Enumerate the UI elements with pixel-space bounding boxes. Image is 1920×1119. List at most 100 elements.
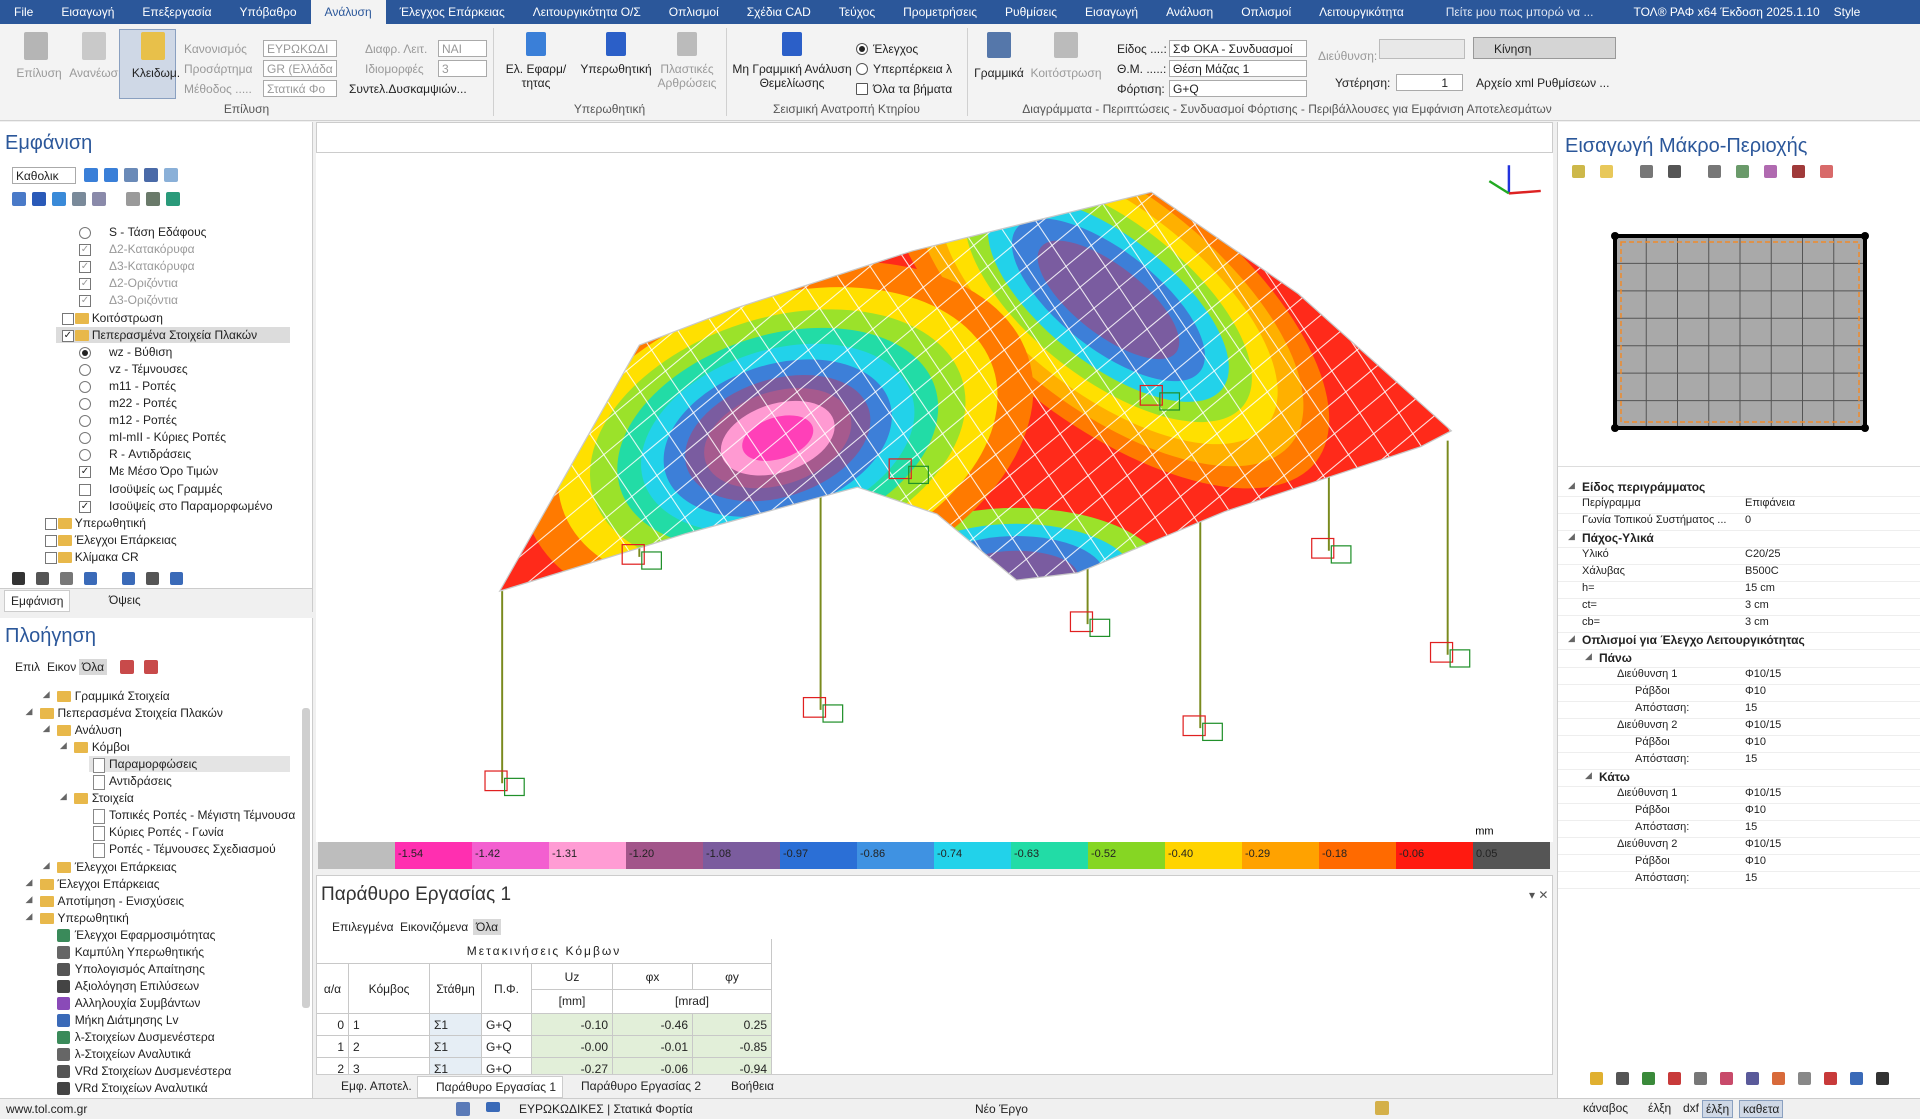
property-value[interactable]: 15 — [1745, 701, 1758, 714]
tree-item[interactable]: Στοιχεία — [91, 791, 134, 806]
property-value[interactable]: 15 cm — [1745, 582, 1775, 595]
option-label[interactable]: Όλα τα βήματα — [873, 82, 953, 96]
menu-item[interactable]: Ανάλυση — [1166, 5, 1214, 19]
checkbox[interactable]: ✓ — [61, 329, 74, 342]
dropdown[interactable]: Θέση Μάζας 1 — [1169, 60, 1307, 77]
tree-item[interactable]: vz - Τέμνουσες — [108, 361, 188, 376]
checkbox[interactable]: ✓ — [78, 466, 91, 479]
dropdown[interactable]: G+Q — [1169, 80, 1307, 97]
tree-item[interactable]: Γραμμικά Στοιχεία — [74, 689, 170, 703]
tree-item[interactable]: Με Μέσο Όρο Τιμών — [108, 464, 219, 479]
style-menu[interactable]: Style — [1833, 5, 1861, 19]
property-value[interactable]: 3 cm — [1745, 599, 1769, 612]
property-value[interactable]: Φ10/15 — [1745, 786, 1782, 799]
tree-item[interactable]: VRd Στοιχείων Δυσμενέστερα — [74, 1064, 232, 1079]
menu-item[interactable]: Ρυθμίσεις — [1005, 5, 1058, 19]
property-value[interactable]: Φ10/15 — [1745, 667, 1782, 680]
panel-tab[interactable]: Εμφάνιση — [4, 590, 71, 612]
tree-item[interactable]: Δ2-Κατακόρυφα — [108, 242, 195, 257]
tree-item[interactable]: R - Αντιδράσεις — [108, 447, 192, 462]
property-value[interactable]: C20/25 — [1745, 548, 1781, 561]
status-toggle[interactable]: dxf — [1683, 1101, 1700, 1115]
checkbox[interactable] — [44, 534, 57, 547]
filter-tab[interactable]: Όλα — [473, 919, 502, 935]
menu-item[interactable]: Σχέδια CAD — [746, 5, 811, 19]
menu-item[interactable]: Οπλισμοί — [668, 5, 719, 19]
menu-item[interactable]: Τεύχος — [838, 5, 876, 19]
tree-item[interactable]: m22 - Ροπές — [108, 396, 177, 410]
stiffness-button[interactable]: Συντελ.Δυσκαμψιών... — [349, 82, 467, 96]
field[interactable]: 3 — [438, 60, 487, 77]
radio[interactable] — [78, 380, 91, 393]
dropdown[interactable]: Καθολικ — [12, 167, 76, 184]
property-value[interactable]: Φ10 — [1745, 803, 1767, 816]
property-value[interactable]: Φ10/15 — [1745, 718, 1782, 731]
tree-item[interactable]: wz - Βύθιση — [108, 344, 173, 359]
tree-item[interactable]: Ανάλυση — [74, 723, 122, 738]
ribbon-button[interactable]: Μη Γραμμική Ανάλυση Θεμελίωσης — [732, 62, 852, 90]
tree-item[interactable]: Αλληλουχία Συμβάντων — [74, 995, 201, 1010]
dropdown[interactable]: GR (Ελλάδα — [263, 60, 337, 77]
dropdown[interactable]: ΕΥΡΩΚΩΔΙ — [263, 40, 337, 57]
checkbox[interactable] — [78, 483, 91, 496]
tree-item[interactable]: Τοπικές Ροπές - Μέγιστη Τέμνουσα — [108, 808, 296, 823]
panel-tab[interactable]: Όψεις — [109, 593, 141, 607]
window-close[interactable]: ▾ ✕ — [1529, 888, 1549, 902]
tree-item[interactable]: Κλίμακα CR — [74, 549, 139, 564]
tree-item[interactable]: Αποτίμηση - Ενισχύσεις — [57, 893, 185, 908]
radio[interactable] — [78, 363, 91, 376]
radio[interactable] — [78, 415, 91, 428]
tree-item[interactable]: Μήκη Διάτμησης Lv — [74, 1012, 179, 1027]
tree-item[interactable]: Έλεγχοι Επάρκειας — [74, 532, 177, 547]
tree-item[interactable]: Υπερωθητική — [57, 910, 129, 925]
window-tab[interactable]: Βοήθεια — [731, 1079, 774, 1093]
menu-item[interactable]: Λειτουργικότητα — [1319, 5, 1404, 19]
property-value[interactable]: Φ10 — [1745, 855, 1767, 868]
tree-item[interactable]: Υπερωθητική — [74, 515, 146, 530]
checkbox[interactable]: ✓ — [78, 244, 91, 257]
status-toggle[interactable]: έλξη — [1702, 1100, 1734, 1118]
property-value[interactable]: 0 — [1745, 514, 1752, 527]
menu-item[interactable]: Προμετρήσεις — [903, 5, 978, 19]
dropdown[interactable]: Στατικά Φο — [263, 80, 337, 97]
checkbox[interactable]: ✓ — [78, 295, 91, 308]
ribbon-button[interactable]: Κλειδωμ. — [131, 66, 181, 80]
property-value[interactable]: Φ10 — [1745, 684, 1767, 697]
tree-item[interactable]: Έλεγχοι Επάρκειας — [57, 876, 160, 891]
ribbon-button[interactable]: Υπερωθητική — [580, 62, 652, 76]
tree-item[interactable]: m11 - Ροπές — [108, 378, 177, 393]
menu-item[interactable]: Οπλισμοί — [1241, 5, 1292, 19]
menu-item[interactable]: Εισαγωγή — [61, 5, 115, 19]
window-tab[interactable]: Παράθυρο Εργασίας 1 — [417, 1076, 564, 1098]
filter-tab[interactable]: Εικονιζόμενα — [400, 920, 469, 934]
radio[interactable] — [78, 432, 91, 445]
status-toggle[interactable]: κάναβος — [1583, 1101, 1629, 1115]
tree-item[interactable]: λ-Στοιχείων Δυσμενέστερα — [74, 1030, 215, 1044]
filter-tab[interactable]: Επιλ — [15, 660, 40, 674]
status-toggle[interactable]: καθετα — [1739, 1100, 1784, 1118]
option-label[interactable]: Έλεγχος — [873, 42, 919, 56]
tree-item[interactable]: VRd Στοιχείων Αναλυτικά — [74, 1081, 208, 1096]
radio[interactable] — [78, 449, 91, 462]
property-value[interactable]: Φ10 — [1745, 735, 1767, 748]
checkbox[interactable] — [61, 312, 74, 325]
tree-item[interactable]: Υπολογισμός Απαίτησης — [74, 961, 205, 976]
dropdown[interactable] — [1379, 39, 1465, 59]
spinner[interactable]: 1 — [1396, 74, 1463, 91]
ribbon-button[interactable]: Γραμμικά — [974, 66, 1024, 80]
tree-item[interactable]: m12 - Ροπές — [108, 413, 177, 428]
ribbon-button[interactable]: Επίλυση — [16, 66, 62, 80]
tree-item[interactable]: Ισοϋψείς ως Γραμμές — [108, 481, 223, 496]
tree-item[interactable]: Αξιολόγηση Επιλύσεων — [74, 978, 200, 993]
tree-item[interactable]: Δ3-Οριζόντια — [108, 293, 178, 308]
checkbox[interactable]: ✓ — [78, 278, 91, 291]
radio[interactable] — [78, 398, 91, 410]
filter-tab[interactable]: Όλα — [79, 659, 108, 675]
tree-item[interactable]: Ισοϋψείς στο Παραμορφωμένο — [108, 498, 273, 513]
scrollbar[interactable] — [302, 708, 310, 1008]
radio[interactable] — [856, 63, 868, 75]
menu-item[interactable]: Υπόβαθρο — [239, 5, 297, 19]
tree-item[interactable]: Ροπές - Τέμνουσες Σχεδιασμού — [108, 842, 276, 857]
tree-item[interactable]: Αντιδράσεις — [108, 774, 172, 789]
tree-item[interactable]: mI-mII - Κύριες Ροπές — [108, 430, 227, 445]
